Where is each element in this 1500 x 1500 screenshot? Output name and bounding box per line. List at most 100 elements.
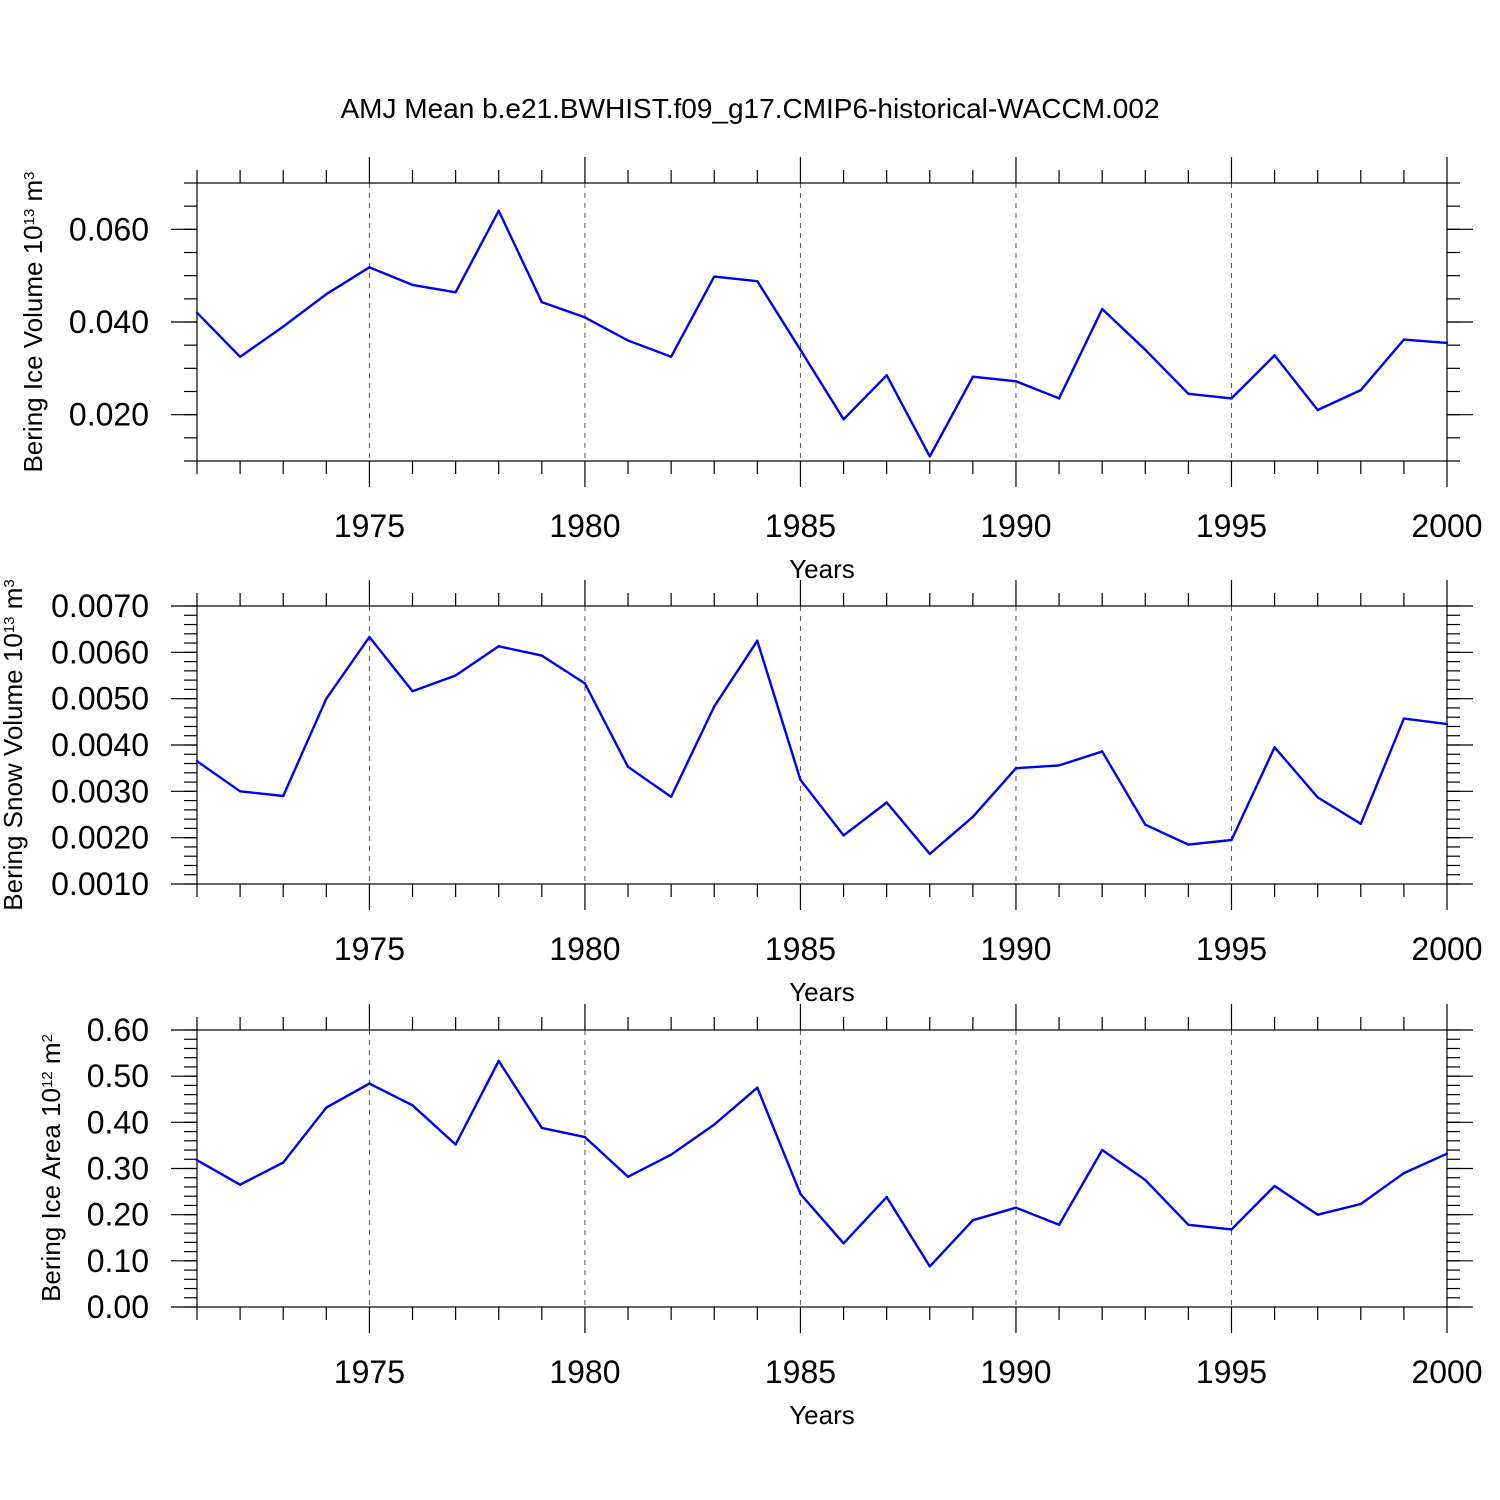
data-point bbox=[799, 1192, 802, 1196]
data-point bbox=[626, 1175, 630, 1179]
data-point bbox=[1445, 722, 1449, 726]
data-point bbox=[1144, 823, 1147, 826]
x-tick-label: 2000 bbox=[1411, 931, 1482, 967]
data-point bbox=[713, 705, 716, 708]
data-point bbox=[540, 300, 544, 304]
data-point bbox=[1402, 338, 1406, 341]
x-tick-label: 1980 bbox=[549, 1354, 620, 1390]
y-tick-label: 0.40 bbox=[87, 1104, 149, 1140]
y-axis-title: Bering Ice Volume 1013 m3 bbox=[18, 171, 48, 472]
y-tick-label: 0.0030 bbox=[51, 773, 149, 809]
data-point bbox=[583, 1135, 587, 1139]
plot-frame bbox=[196, 1029, 1448, 1308]
x-tick-label: 1990 bbox=[980, 508, 1051, 544]
data-point bbox=[928, 852, 931, 856]
y-tick-label: 0.0020 bbox=[51, 820, 149, 856]
y-tick-label: 0.60 bbox=[87, 1012, 149, 1048]
y-axis-title: Bering Snow Volume 1013 m3 bbox=[0, 579, 28, 910]
x-tick-label: 1990 bbox=[980, 931, 1051, 967]
data-point bbox=[325, 1106, 328, 1109]
plot-frame bbox=[196, 605, 1448, 885]
data-point bbox=[238, 790, 242, 793]
data-point bbox=[626, 339, 630, 342]
plot-frame bbox=[196, 182, 1448, 462]
data-point bbox=[842, 834, 845, 837]
data-point bbox=[756, 639, 759, 642]
data-point bbox=[195, 760, 199, 763]
data-point bbox=[1316, 1213, 1319, 1216]
y-tick-label: 0.0060 bbox=[51, 634, 149, 670]
data-point bbox=[669, 1153, 673, 1156]
y-tick-label: 0.50 bbox=[87, 1058, 149, 1094]
data-point bbox=[1014, 766, 1018, 770]
data-point bbox=[1187, 1223, 1190, 1227]
data-point bbox=[1445, 1152, 1449, 1155]
data-point bbox=[325, 293, 328, 296]
data-point bbox=[1057, 764, 1061, 767]
x-tick-label: 1980 bbox=[549, 931, 620, 967]
y-tick-label: 0.0070 bbox=[51, 588, 149, 624]
data-point bbox=[583, 682, 587, 685]
data-point bbox=[756, 1086, 759, 1089]
data-point bbox=[238, 355, 242, 358]
data-point bbox=[1187, 843, 1190, 846]
data-point bbox=[1445, 341, 1449, 345]
data-point bbox=[1144, 1178, 1147, 1182]
x-axis-title: Years bbox=[789, 1400, 855, 1430]
data-point bbox=[799, 348, 802, 351]
data-point bbox=[325, 697, 328, 700]
data-point bbox=[238, 1183, 242, 1186]
panel-2: 1975 1980 1985 1990 1995 2000 Years 0.0010 0.002… bbox=[0, 579, 1483, 1007]
x-tick-label: 2000 bbox=[1411, 1354, 1482, 1390]
data-point bbox=[842, 1242, 845, 1245]
x-tick-label: 1975 bbox=[334, 931, 405, 967]
x-tick-label: 1985 bbox=[765, 508, 836, 544]
data-point bbox=[1402, 717, 1406, 720]
x-tick-label: 1975 bbox=[334, 1354, 405, 1390]
series-line bbox=[196, 209, 1448, 458]
data-point bbox=[282, 325, 285, 328]
x-tick-label: 1985 bbox=[765, 931, 836, 967]
data-point bbox=[1014, 1206, 1018, 1209]
x-tick-label: 1985 bbox=[765, 1354, 836, 1390]
data-point bbox=[1144, 348, 1147, 351]
data-point bbox=[1230, 397, 1233, 400]
series-line bbox=[196, 635, 1448, 856]
y-tick-label: 0.30 bbox=[87, 1151, 149, 1187]
y-tick-label: 0.0040 bbox=[51, 727, 149, 763]
data-point bbox=[1402, 1171, 1406, 1175]
data-point bbox=[1230, 1228, 1233, 1231]
data-point bbox=[195, 311, 199, 314]
data-point bbox=[928, 1265, 931, 1268]
data-point bbox=[971, 815, 975, 819]
panel-3: 1975 1980 1985 1990 1995 2000 Years 0.00 0.10 0.2… bbox=[36, 1004, 1483, 1430]
data-point bbox=[282, 794, 285, 798]
data-point bbox=[1014, 380, 1018, 383]
panel-1: 1975 1980 1985 1990 1995 2000 Years 0.020 0.040 0… bbox=[18, 157, 1483, 584]
y-tick-label: 0.040 bbox=[69, 304, 149, 340]
data-point bbox=[1057, 397, 1061, 400]
data-point bbox=[1359, 1202, 1362, 1206]
data-point bbox=[928, 455, 931, 458]
data-point bbox=[454, 674, 457, 677]
data-point bbox=[497, 209, 500, 212]
y-tick-label: 0.00 bbox=[87, 1289, 149, 1325]
data-point bbox=[540, 654, 544, 657]
data-point bbox=[1359, 822, 1362, 825]
x-tick-label: 1975 bbox=[334, 508, 405, 544]
data-point bbox=[1273, 746, 1276, 749]
y-tick-label: 0.20 bbox=[87, 1197, 149, 1233]
data-point bbox=[713, 275, 716, 278]
x-axis-title: Years bbox=[789, 977, 855, 1007]
data-point bbox=[713, 1123, 716, 1126]
data-point bbox=[885, 1195, 888, 1199]
data-point bbox=[454, 1143, 457, 1146]
chart-title: AMJ Mean b.e21.BWHIST.f09_g17.CMIP6-hist… bbox=[340, 93, 1159, 124]
x-tick-label: 1980 bbox=[549, 508, 620, 544]
data-point bbox=[799, 778, 802, 781]
x-tick-label: 2000 bbox=[1411, 508, 1482, 544]
data-point bbox=[1100, 1148, 1104, 1152]
data-point bbox=[454, 291, 457, 294]
data-point bbox=[497, 1059, 500, 1063]
data-point bbox=[411, 1104, 414, 1107]
